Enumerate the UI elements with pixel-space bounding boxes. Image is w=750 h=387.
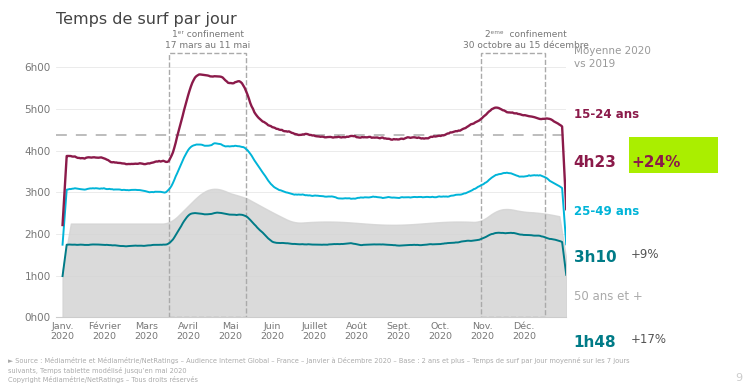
Text: 3h10: 3h10 [574, 250, 616, 265]
Bar [481, 53, 545, 317]
Text: 50 ans et +: 50 ans et + [574, 290, 643, 303]
Text: 25-49 ans: 25-49 ans [574, 205, 639, 218]
Text: Temps de surf par jour: Temps de surf par jour [56, 12, 237, 27]
Text: ► Source : Médiamétrie et Médiamétrie/NetRatings – Audience Internet Global – Fr: ► Source : Médiamétrie et Médiamétrie/Ne… [8, 357, 629, 383]
Text: 15-24 ans: 15-24 ans [574, 108, 639, 122]
Text: 4h23: 4h23 [574, 155, 616, 170]
Text: +24%: +24% [632, 155, 681, 170]
Text: 1h48: 1h48 [574, 335, 616, 350]
Text: +17%: +17% [631, 333, 667, 346]
Text: 1ᵉʳ confinement
17 mars au 11 mai: 1ᵉʳ confinement 17 mars au 11 mai [165, 30, 250, 50]
Text: 9: 9 [735, 373, 742, 383]
Text: Moyenne 2020
vs 2019: Moyenne 2020 vs 2019 [574, 46, 650, 69]
Text: +9%: +9% [631, 248, 659, 261]
Bar [170, 53, 246, 317]
Text: 2ᵉᵐᵉ  confinement
30 octobre au 15 décembre: 2ᵉᵐᵉ confinement 30 octobre au 15 décemb… [463, 30, 589, 50]
